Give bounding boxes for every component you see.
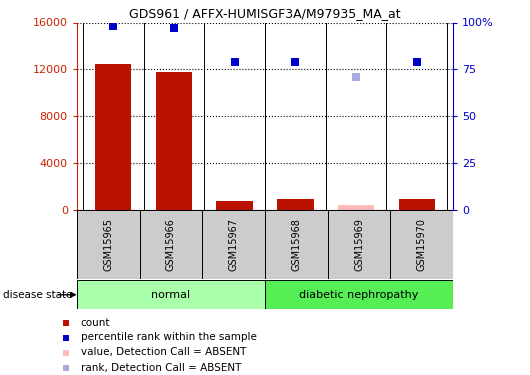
Bar	[77, 210, 139, 279]
Text: GSM15966: GSM15966	[166, 218, 176, 271]
Text: diabetic nephropathy: diabetic nephropathy	[299, 290, 419, 300]
Text: count: count	[81, 318, 110, 327]
Title: GDS961 / AFFX-HUMISGF3A/M97935_MA_at: GDS961 / AFFX-HUMISGF3A/M97935_MA_at	[129, 7, 401, 20]
Text: GSM15967: GSM15967	[228, 218, 239, 271]
Point	[291, 59, 299, 65]
Text: value, Detection Call = ABSENT: value, Detection Call = ABSENT	[81, 348, 246, 357]
Text: percentile rank within the sample: percentile rank within the sample	[81, 333, 257, 342]
Point	[170, 25, 178, 31]
Point	[62, 320, 70, 326]
Text: disease state: disease state	[3, 290, 72, 300]
Point	[62, 364, 70, 370]
Bar	[328, 210, 391, 279]
Point	[412, 59, 421, 65]
Bar	[77, 280, 265, 309]
Text: GSM15968: GSM15968	[292, 218, 302, 271]
Point	[62, 334, 70, 340]
Bar	[139, 210, 202, 279]
Text: rank, Detection Call = ABSENT: rank, Detection Call = ABSENT	[81, 363, 241, 372]
Text: GSM15969: GSM15969	[354, 218, 364, 271]
Bar	[265, 280, 453, 309]
Point	[62, 350, 70, 355]
Bar	[95, 63, 131, 210]
Bar	[216, 201, 253, 210]
Point	[109, 23, 118, 29]
Bar	[265, 210, 328, 279]
Point	[231, 59, 239, 65]
Text: GSM15970: GSM15970	[417, 218, 427, 271]
Point	[352, 74, 360, 80]
Bar	[156, 72, 192, 210]
Bar	[202, 210, 265, 279]
Text: GSM15965: GSM15965	[103, 218, 113, 271]
Bar	[277, 200, 314, 210]
Bar	[399, 200, 435, 210]
Bar	[391, 210, 453, 279]
Bar	[338, 206, 374, 210]
Text: normal: normal	[152, 290, 190, 300]
